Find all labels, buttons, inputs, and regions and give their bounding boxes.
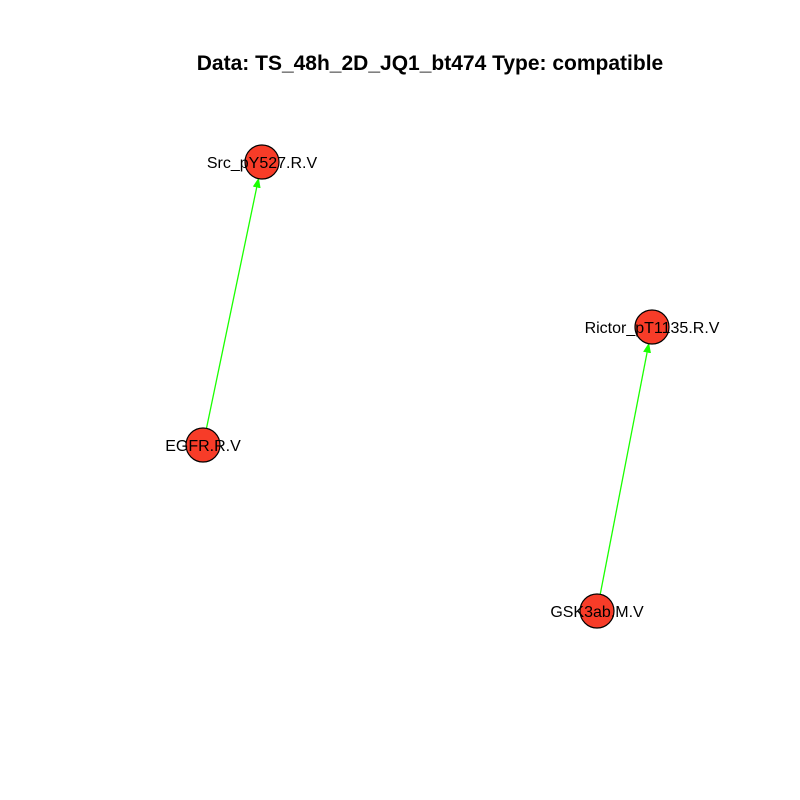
node-src: Src_pY527.R.V bbox=[207, 144, 318, 180]
node-gsk: GSK3ab.M.V bbox=[550, 593, 644, 629]
node-egfr: EGFR.R.V bbox=[165, 427, 241, 463]
node-rictor: Rictor_pT1135.R.V bbox=[585, 309, 720, 345]
node-label: EGFR.R.V bbox=[165, 438, 241, 455]
node-circle bbox=[244, 144, 280, 180]
node-label: Rictor_pT1135.R.V bbox=[585, 320, 720, 337]
edge-gsk-to-rictor bbox=[599, 342, 651, 595]
node-circle bbox=[634, 309, 670, 345]
edge-egfr-to-src bbox=[205, 177, 261, 429]
node-label: GSK3ab.M.V bbox=[550, 604, 644, 621]
node-circle bbox=[579, 593, 615, 629]
node-circle bbox=[185, 427, 221, 463]
nodes-layer: Src_pY527.R.V EGFR.R.V Rictor_pT1135.R.V GS… bbox=[165, 144, 720, 629]
edges-layer bbox=[205, 177, 651, 595]
chart-title: Data: TS_48h_2D_JQ1_bt474 Type: compatib… bbox=[197, 52, 663, 75]
node-label: Src_pY527.R.V bbox=[207, 155, 318, 172]
